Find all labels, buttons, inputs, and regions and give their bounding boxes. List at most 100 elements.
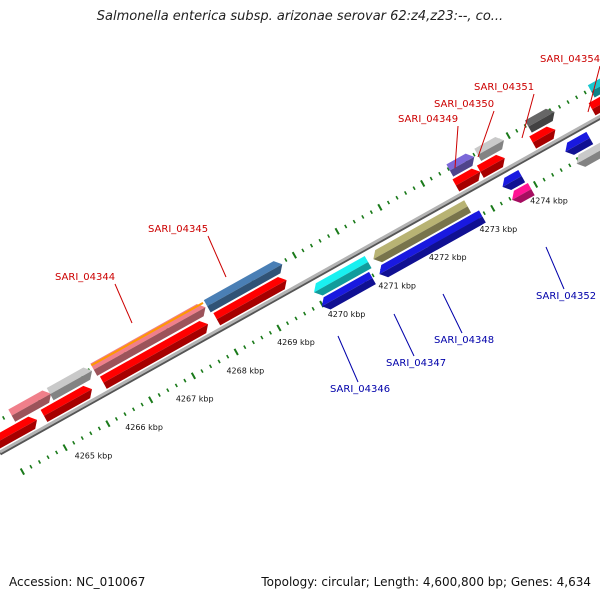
cds-red-7[interactable] [588,91,600,110]
tick-row-inner-mark [148,396,154,404]
cds-red-0[interactable] [0,416,38,453]
cds-red-3[interactable] [213,277,287,320]
tick-row-outer-mark [2,415,6,420]
tick-row-inner-mark [208,364,213,369]
cds-sari_04350[interactable] [474,137,504,155]
tick-row-outer-mark [583,90,587,95]
cds-reverse-extra-2[interactable] [502,170,522,187]
gene-label-sari_04354[interactable]: SARI_04354 [540,54,600,65]
gene-label-sari_04350[interactable]: SARI_04350 [434,99,494,110]
accession-text: Accession: NC_010067 [9,575,146,589]
tick-row-inner-mark [542,177,546,182]
tick-row-outer-mark [472,152,476,157]
cds-reverse-extra-3[interactable] [565,131,590,152]
tick-row-inner-mark [559,168,563,173]
cds-red-1-shade [43,389,92,423]
tick-row-inner-mark [371,273,375,278]
cds-sari_04348[interactable] [379,210,483,275]
tick-row-inner-mark [243,345,247,350]
tick-row-inner-mark [568,163,572,168]
cds-reverse-extra-4-shade [576,150,600,167]
cds-red-2[interactable] [99,320,209,383]
tick-row-inner-mark [226,354,230,359]
tick-row-inner-mark [217,359,221,364]
genome-summary-text: Topology: circular; Length: 4,600,800 bp… [261,575,591,589]
tick-row-outer-mark [344,224,348,229]
tick-row-inner-mark [89,431,93,436]
tick-row-outer-mark [557,104,562,109]
cds-sari_04346-shade [314,262,372,296]
cds-red-6-shade [532,129,556,149]
scale-label: 4272 kbp [429,253,467,262]
cds-sari_04344-shade [93,307,206,376]
scale-label: 4266 kbp [125,423,163,432]
cds-reverse-extra-4[interactable] [576,141,600,164]
tick-row-outer-mark [352,219,356,224]
tick-row-outer-mark [566,100,570,105]
cds-sari_04348-shade [379,216,486,278]
tick-row-outer-mark [505,132,511,140]
cds-forward-extra-1[interactable] [46,367,93,395]
scale-label: 4265 kbp [75,451,113,460]
gene-label-sari_04345[interactable]: SARI_04345 [148,224,208,235]
scale-label: 4268 kbp [226,366,264,375]
gene-label-sari_04349[interactable]: SARI_04349 [398,114,458,125]
cds-sari_04347[interactable] [373,200,468,260]
gene-label-sari_04351[interactable]: SARI_04351 [474,82,534,93]
cds-sari_04351-shade [528,111,555,133]
cds-sari_04352[interactable] [512,182,532,200]
cds-sari_04349[interactable] [446,153,475,171]
tick-row-inner-mark [105,420,111,428]
cds-sari_04354[interactable] [587,69,600,92]
leader-line [207,235,227,278]
leader-line [442,293,463,334]
tick-row-inner-mark [251,340,255,345]
cds-red-5[interactable] [476,154,505,172]
leader-line [587,65,600,113]
tick-row-inner-mark [260,335,264,340]
gene-label-sari_04352[interactable]: SARI_04352 [536,291,596,302]
leader-line [454,125,459,169]
genome-title: Salmonella enterica subsp. arizonae sero… [96,9,504,24]
scale-label: 4270 kbp [328,310,366,319]
cds-sari_04344[interactable] [90,304,206,370]
scale-label: 4267 kbp [176,395,214,404]
cds-stripe-orange [90,301,204,367]
cds-forward-extra-0[interactable] [8,390,52,416]
scale-label: 4273 kbp [480,225,518,234]
gene-label-sari_04346[interactable]: SARI_04346 [330,384,390,395]
scale-label: 4274 kbp [530,196,568,205]
cds-sari_04351[interactable] [524,108,555,127]
cds-forward-extra-1-shade [50,370,93,401]
tick-row-inner-mark [233,348,239,356]
leader-line [337,335,359,383]
tick-row-outer-mark [438,171,442,176]
tick-row-inner-mark [29,464,33,469]
leader-line [393,313,415,357]
tick-row-inner-mark [157,393,161,397]
tick-row-inner-mark [97,426,101,431]
cds-sari_04346[interactable] [314,255,369,293]
gene-label-sari_04348[interactable]: SARI_04348 [434,335,494,346]
cds-reverse-extra-0[interactable] [321,271,373,307]
genome-backbone [0,114,600,454]
tick-row-inner-mark [200,369,204,374]
tick-row-outer-mark [334,227,340,235]
tick-row-inner-mark [80,436,84,441]
cds-sari_04349-shade [449,156,475,177]
tick-row-inner-mark [19,468,25,476]
leader-line [521,93,535,139]
gene-label-sari_04344[interactable]: SARI_04344 [55,272,115,283]
tick-row-outer-mark [412,186,416,191]
tick-row-inner-mark [174,383,178,388]
cds-red-6[interactable] [529,126,556,143]
tick-row-inner-mark [294,316,298,321]
cds-red-4[interactable] [452,168,481,186]
tick-row-inner-mark [140,402,144,407]
cds-sari_04345[interactable] [203,261,283,307]
gene-label-sari_04347[interactable]: SARI_04347 [386,358,446,369]
tick-row-outer-mark [515,128,519,133]
cds-red-1[interactable] [40,385,92,416]
